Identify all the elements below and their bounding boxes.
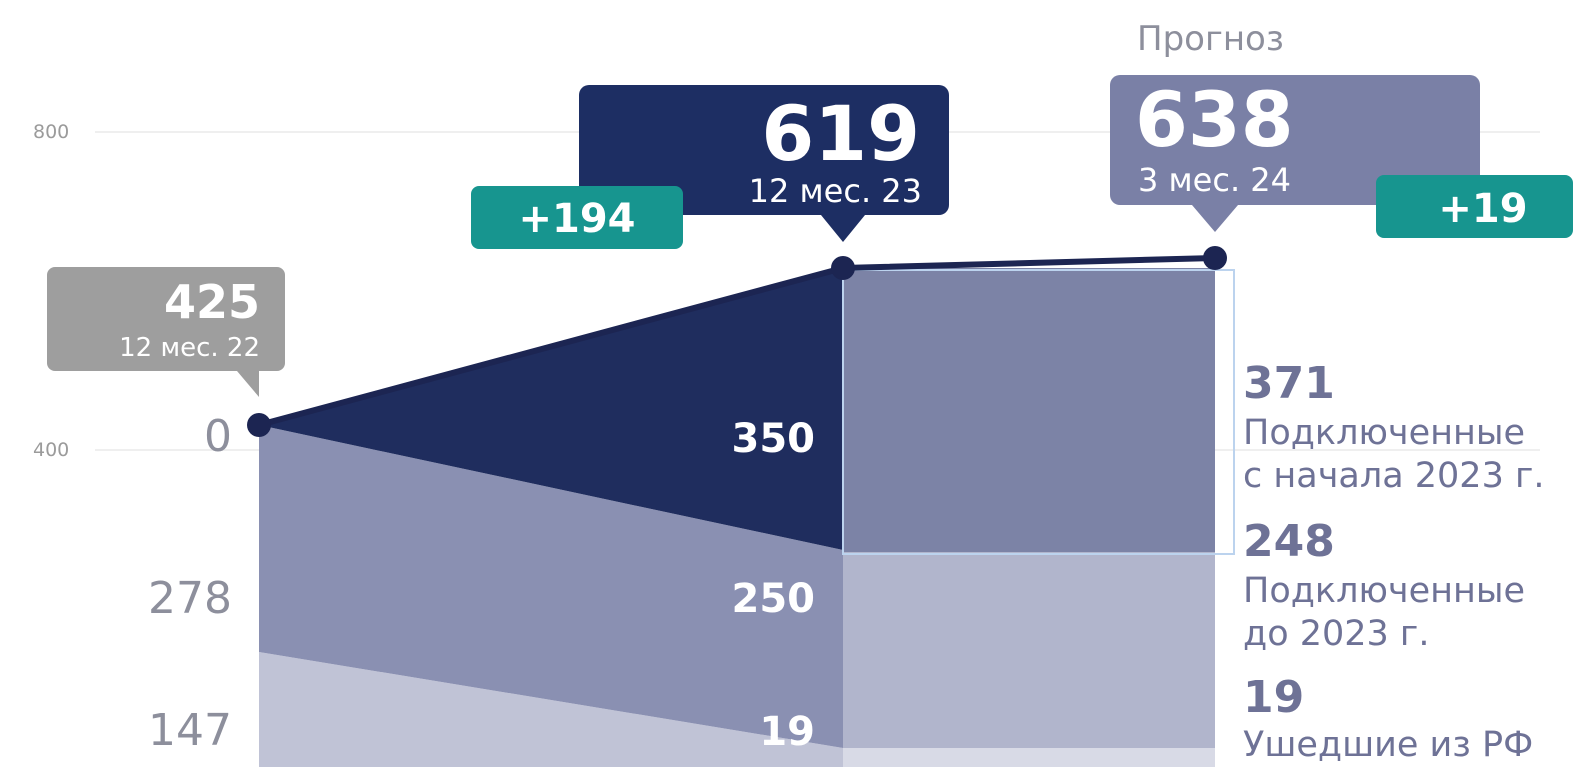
callout-12m23: 619 12 мес. 23 — [579, 85, 949, 242]
legend-value-new: 371 — [1243, 358, 1335, 409]
legend-value-left: 19 — [1243, 672, 1304, 723]
delta-badge-19-text: +19 — [1438, 186, 1527, 232]
delta-badge-194-box — [471, 186, 683, 249]
callout-12m22: 425 12 мес. 22 — [47, 267, 285, 397]
area-new-past — [259, 268, 843, 550]
y-tick-400: 400 — [33, 439, 69, 461]
left-value-0: 0 — [204, 411, 232, 462]
callout-12m23-box — [579, 85, 949, 215]
segment-label-19: 19 — [759, 709, 815, 755]
left-value-147: 147 — [148, 705, 232, 756]
callout-12m22-label: 12 мес. 22 — [119, 333, 260, 363]
callout-12m23-pointer — [821, 215, 865, 242]
delta-badge-194: +194 — [471, 186, 683, 249]
callout-12m23-label: 12 мес. 23 — [749, 172, 922, 210]
area-new-forecast — [843, 268, 1215, 552]
callout-3m24-pointer — [1192, 205, 1238, 232]
legend-line1-old: Подключенные — [1243, 571, 1525, 611]
area-left-forecast — [843, 748, 1215, 767]
callout-12m22-value: 425 — [164, 275, 260, 329]
delta-badge-194-text: +194 — [518, 196, 635, 242]
forecast-label: Прогноз — [1137, 19, 1284, 59]
segment-label-250: 250 — [732, 576, 816, 622]
y-tick-800: 800 — [33, 121, 69, 143]
callout-3m24-box — [1110, 75, 1480, 205]
point-12m23 — [831, 256, 855, 280]
legend-value-old: 248 — [1243, 516, 1335, 567]
callout-12m23-value: 619 — [761, 89, 920, 178]
selection-outline — [842, 269, 1235, 555]
legend-line1-new: Подключенные — [1243, 413, 1525, 453]
point-3m24 — [1203, 246, 1227, 270]
legend-line1-left: Ушедшие из РФ — [1243, 725, 1533, 765]
delta-badge-19-box — [1376, 175, 1573, 238]
legend-line2-old: до 2023 г. — [1243, 614, 1429, 654]
left-value-278: 278 — [148, 573, 232, 624]
point-12m22 — [247, 413, 271, 437]
segment-label-350: 350 — [732, 416, 816, 462]
callout-12m22-pointer — [237, 371, 259, 397]
callout-3m24-label: 3 мес. 24 — [1138, 161, 1291, 199]
callout-3m24: 638 3 мес. 24 — [1110, 75, 1480, 232]
area-old-forecast — [843, 552, 1215, 748]
callout-3m24-value: 638 — [1135, 75, 1294, 164]
legend-line2-new: с начала 2023 г. — [1243, 456, 1544, 496]
callout-12m22-box — [47, 267, 285, 371]
area-left-past — [259, 652, 843, 767]
delta-badge-19: +19 — [1376, 175, 1573, 238]
area-old-past — [259, 425, 843, 748]
